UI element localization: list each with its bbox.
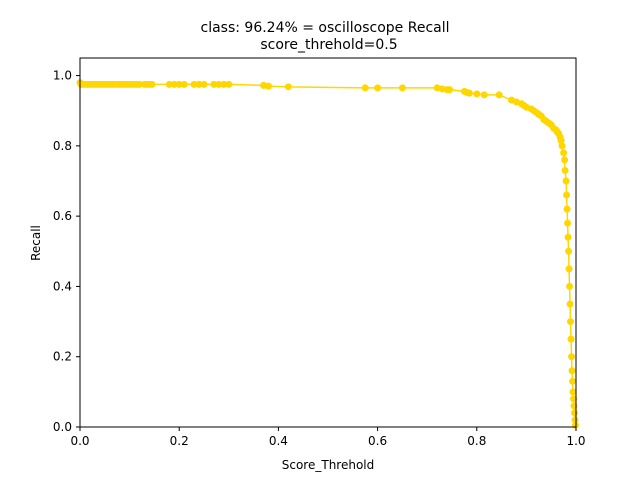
y-axis-label: Recall [29,225,43,261]
data-point [563,191,571,199]
y-tick-label: 0.4 [53,279,72,293]
x-tick-label: 0.2 [170,434,189,448]
data-point [180,80,188,88]
data-point [566,282,574,290]
data-point [570,395,578,403]
data-point [361,84,369,92]
x-tick-label: 1.0 [566,434,585,448]
data-point [190,80,198,88]
data-point [284,83,292,91]
data-point [170,80,178,88]
data-point [558,142,566,150]
data-point [495,91,503,99]
data-point [473,90,481,98]
data-point [446,86,454,94]
y-tick-label: 0.6 [53,209,72,223]
data-point [568,353,576,361]
data-point [175,80,183,88]
y-tick-label: 1.0 [53,69,72,83]
data-point [564,233,572,241]
plot-area [76,79,579,429]
data-point [568,367,576,375]
y-tick-label: 0.8 [53,139,72,153]
data-point [148,80,156,88]
data-point [565,265,573,273]
chart-title-line2: score_threhold=0.5 [260,37,397,53]
data-point [567,335,575,343]
data-point [465,89,473,97]
data-point [557,137,565,145]
series-line [79,82,577,426]
y-axis-ticks: 0.0 0.2 0.4 0.6 0.8 1.0 [53,69,80,434]
data-point [398,84,406,92]
axes-frame [79,57,577,428]
data-point [210,80,218,88]
x-tick-label: 0.4 [269,434,288,448]
x-tick-label: 0.0 [70,434,89,448]
data-point [165,80,173,88]
data-point [562,177,570,185]
data-point [564,219,572,227]
data-point [480,91,488,99]
data-point [215,80,223,88]
data-point [560,149,568,157]
data-point [566,300,574,308]
data-point [567,318,575,326]
x-axis-label: Score_Threhold [282,458,375,472]
data-point [561,166,569,174]
data-point [569,388,577,396]
data-point [569,377,577,385]
y-tick-label: 0.0 [53,420,72,434]
data-point [563,205,571,213]
data-point [195,80,203,88]
data-point [200,80,208,88]
x-tick-label: 0.6 [368,434,387,448]
x-axis-ticks: 0.0 0.2 0.4 0.6 0.8 1.0 [70,427,586,448]
data-point [565,247,573,255]
data-point [136,80,144,88]
data-point [571,409,579,417]
y-tick-label: 0.2 [53,350,72,364]
data-point [571,416,579,424]
data-point [264,82,272,90]
data-point [561,156,569,164]
data-point [220,80,228,88]
chart-title-line1: class: 96.24% = oscilloscope Recall [201,20,450,36]
x-tick-label: 0.8 [467,434,486,448]
data-point [374,84,382,92]
data-point [225,80,233,88]
